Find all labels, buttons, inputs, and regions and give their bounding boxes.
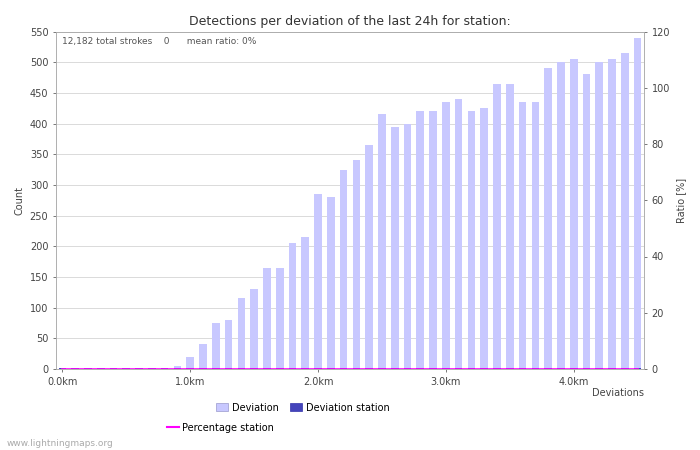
Bar — [494, 84, 500, 369]
Bar — [506, 84, 514, 369]
Bar — [545, 68, 552, 369]
Bar — [429, 111, 437, 369]
Legend: Percentage station: Percentage station — [163, 419, 278, 436]
Bar — [365, 145, 373, 369]
Bar — [634, 38, 641, 369]
Bar — [199, 344, 206, 369]
Bar — [353, 160, 360, 369]
Title: Detections per deviation of the last 24h for station:: Detections per deviation of the last 24h… — [189, 14, 511, 27]
Bar — [404, 124, 412, 369]
Bar — [608, 59, 616, 369]
Bar — [225, 320, 232, 369]
Bar — [378, 114, 386, 369]
Bar — [391, 126, 398, 369]
Bar — [468, 111, 475, 369]
Bar — [557, 62, 565, 369]
Bar — [582, 74, 590, 369]
Bar — [416, 111, 424, 369]
Bar — [570, 59, 578, 369]
Bar — [621, 53, 629, 369]
Bar — [531, 102, 539, 369]
Bar — [596, 62, 603, 369]
Bar — [480, 108, 488, 369]
Bar — [186, 357, 194, 369]
Text: 12,182 total strokes    0      mean ratio: 0%: 12,182 total strokes 0 mean ratio: 0% — [62, 36, 256, 45]
Bar — [212, 323, 220, 369]
Text: www.lightningmaps.org: www.lightningmaps.org — [7, 439, 113, 448]
Bar — [237, 298, 245, 369]
Bar — [340, 170, 347, 369]
Y-axis label: Ratio [%]: Ratio [%] — [676, 178, 686, 223]
Bar — [327, 197, 335, 369]
Bar — [174, 366, 181, 369]
Bar — [314, 194, 322, 369]
Bar — [442, 102, 449, 369]
Text: Deviations: Deviations — [592, 387, 644, 397]
Bar — [251, 289, 258, 369]
Bar — [288, 243, 296, 369]
Bar — [455, 99, 463, 369]
Bar — [276, 268, 284, 369]
Bar — [302, 237, 309, 369]
Bar — [161, 368, 169, 369]
Bar — [519, 102, 526, 369]
Y-axis label: Count: Count — [14, 186, 24, 215]
Bar — [263, 268, 271, 369]
